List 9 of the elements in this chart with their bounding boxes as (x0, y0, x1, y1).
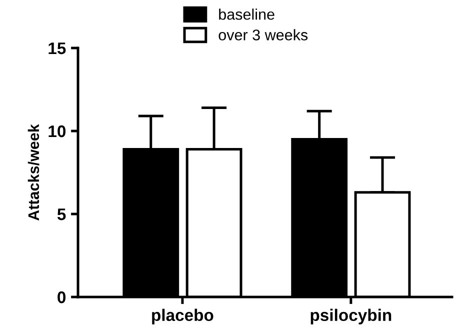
legend-label: over 3 weeks (218, 29, 308, 40)
y-tick-label: 10 (48, 125, 66, 138)
x-tick-label: psilocybin (310, 308, 392, 324)
x-tick-label: placebo (152, 308, 214, 324)
y-tick-label: 0 (58, 291, 66, 304)
y-tick-label: 5 (57, 208, 66, 220)
y-tick-label: 15 (48, 42, 66, 54)
legend-label: baseline (219, 8, 274, 20)
y-axis-title: Attacks/week (28, 124, 40, 221)
